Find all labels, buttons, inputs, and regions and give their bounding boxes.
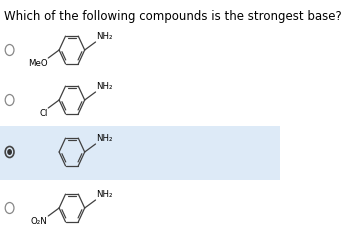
Text: NH₂: NH₂ <box>96 190 113 199</box>
Text: NH₂: NH₂ <box>96 32 113 41</box>
Text: NH₂: NH₂ <box>96 134 113 143</box>
Circle shape <box>7 149 12 155</box>
Text: MeO: MeO <box>28 59 48 68</box>
FancyBboxPatch shape <box>0 126 280 180</box>
Text: NH₂: NH₂ <box>96 82 113 91</box>
Text: Which of the following compounds is the strongest base?: Which of the following compounds is the … <box>4 10 342 23</box>
Text: Cl: Cl <box>39 109 48 118</box>
Text: O₂N: O₂N <box>31 217 48 226</box>
